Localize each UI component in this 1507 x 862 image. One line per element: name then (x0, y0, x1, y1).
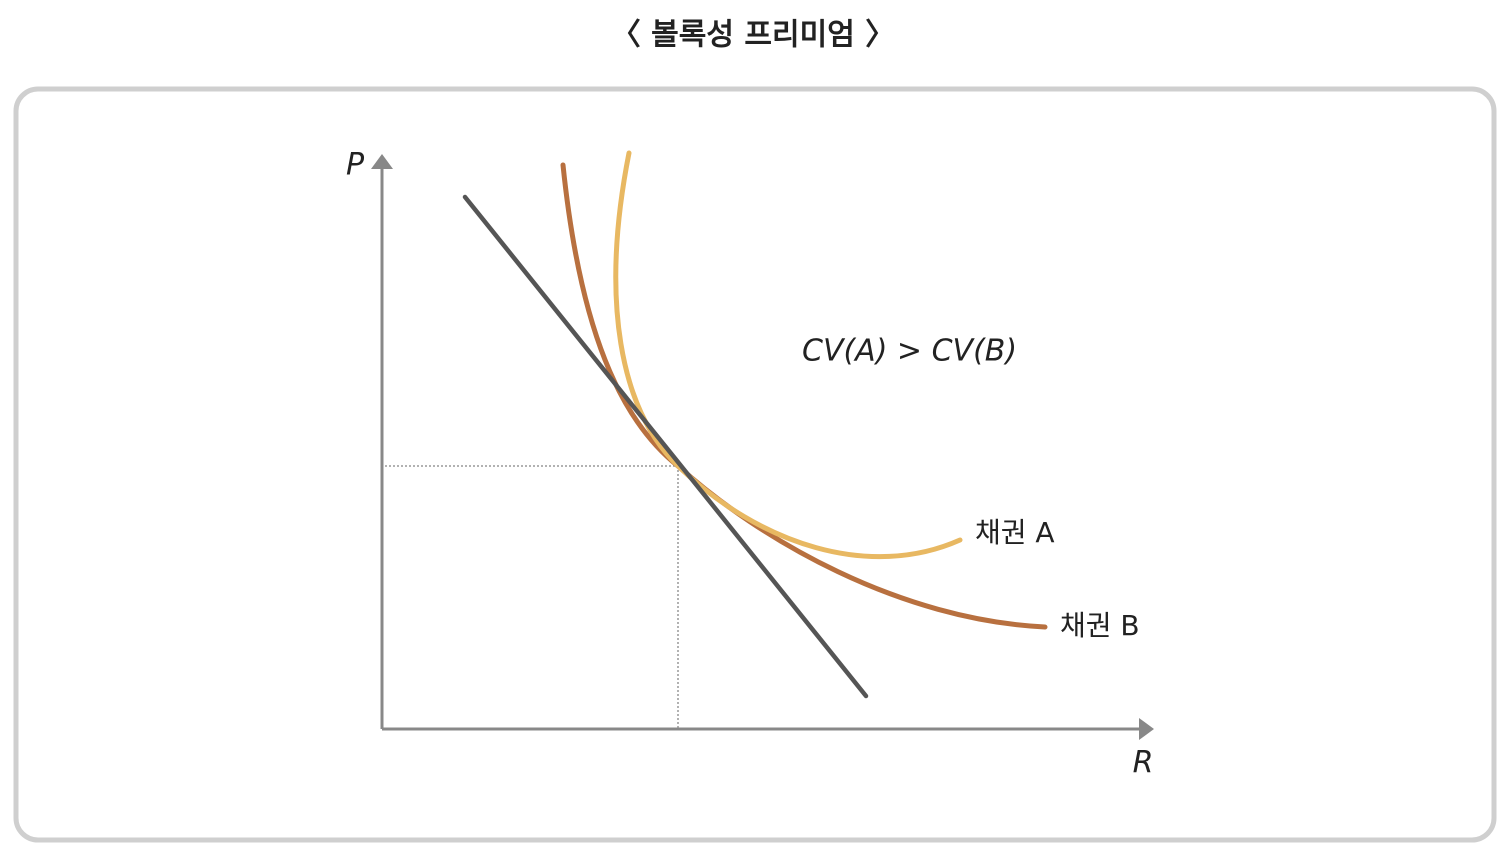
title: 〈 볼록성 프리미엄 〉 (611, 18, 896, 53)
frame (13, 86, 1497, 843)
x-axis-label: R (1133, 746, 1154, 781)
tangent-line (462, 194, 869, 699)
curve-label: 채권 A (975, 516, 1055, 549)
curve-label: 채권 B (1060, 609, 1140, 642)
y-arrow (371, 154, 393, 169)
x-arrow (1139, 718, 1154, 740)
curve-a (613, 150, 963, 560)
y-axis-label: P (346, 148, 365, 183)
annotation: CV(A) > CV(B) (802, 334, 1017, 369)
